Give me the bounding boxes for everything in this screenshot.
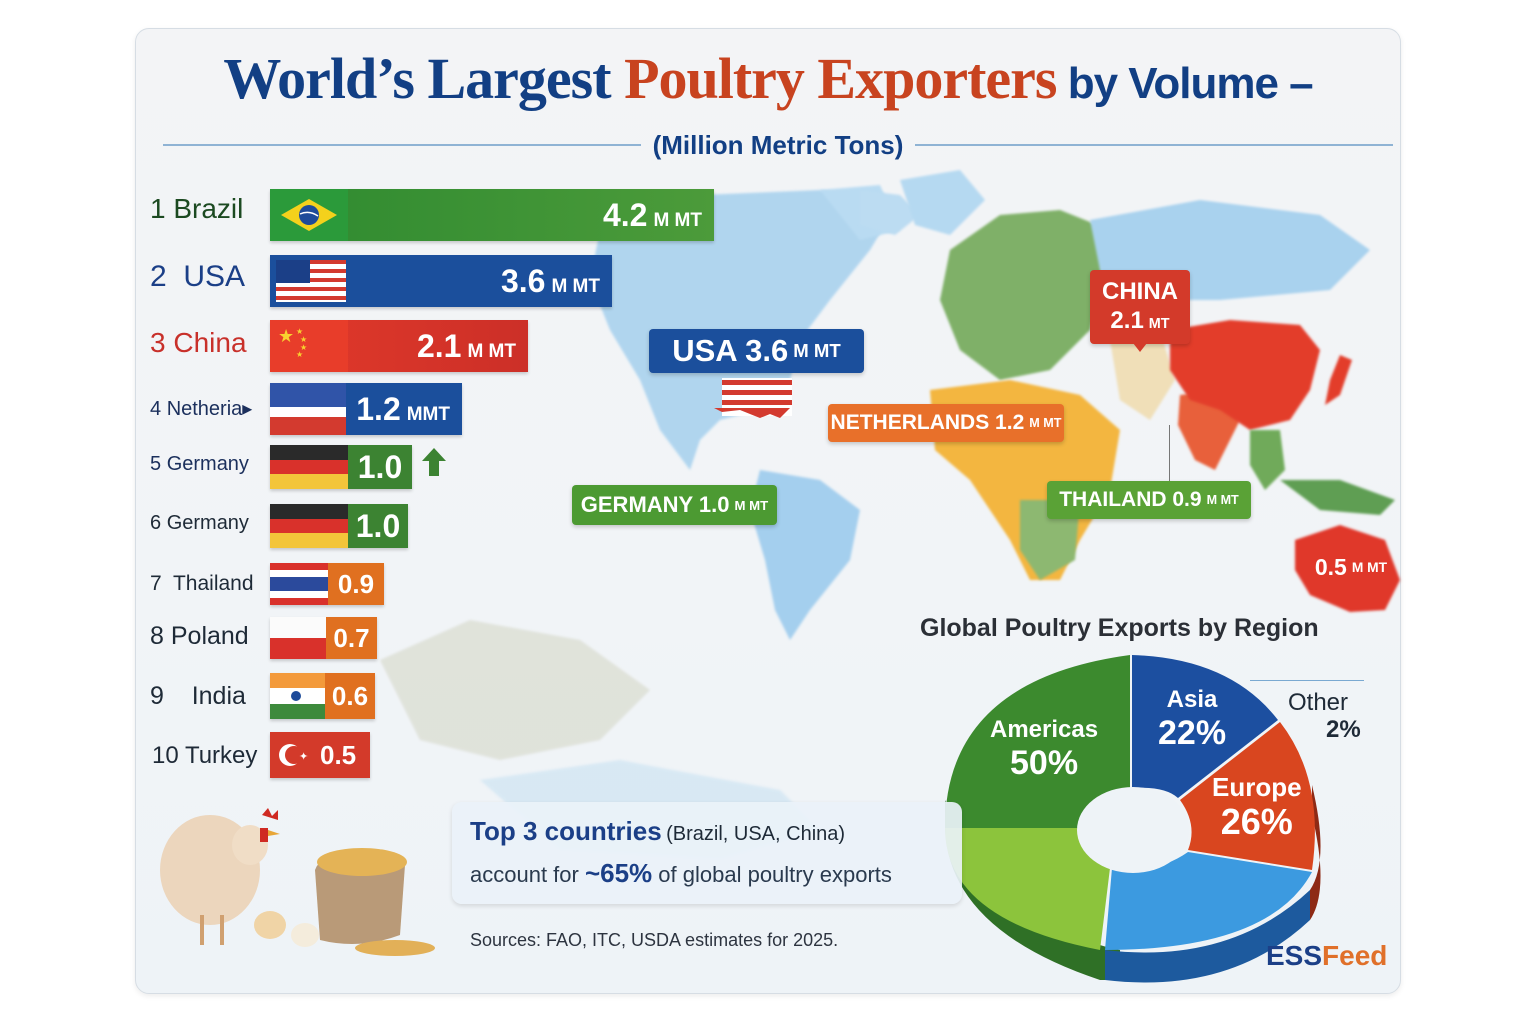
rank-row-germany-6: 6 Germany: [150, 512, 270, 535]
svg-text:★: ★: [296, 350, 303, 359]
pie-label-europe: Europe 26%: [1212, 772, 1302, 843]
arrow-up-icon: [422, 448, 446, 476]
rank-label: 5 Germany: [150, 453, 249, 475]
callout-usa: USA 3.6 M MT: [649, 329, 864, 373]
china-flag-icon: ★ ★ ★ ★ ★: [270, 320, 348, 372]
callout-pointer: [1133, 343, 1147, 352]
subtitle-row: (Million Metric Tons): [163, 128, 1393, 162]
bar-value: 1.0: [355, 507, 401, 544]
bar-value: 0.7: [333, 622, 370, 653]
rank-row-poland: 8 Poland: [150, 622, 270, 651]
bar-germany-6: 1.0: [270, 504, 408, 548]
rank-row-germany-5: 5 Germany: [150, 453, 270, 476]
rank-label: 3 China: [150, 327, 247, 358]
rank-row-turkey: 10 Turkey: [152, 742, 272, 770]
bar-usa: 3.6 M MT: [270, 255, 612, 307]
bar-value: 3.6 M MT: [500, 262, 600, 299]
rank-label: 10 Turkey: [152, 742, 258, 769]
rank-row-brazil: 1 Brazil: [150, 193, 270, 225]
other-leader-line: [1250, 680, 1364, 681]
bar-value: 0.6: [331, 680, 369, 711]
netherlands-flag-icon: [270, 383, 347, 435]
rank-row-india: 9 India: [150, 682, 270, 711]
summary-line-1: Top 3 countries (Brazil, USA, China): [470, 816, 846, 846]
rank-row-thailand: 7 Thailand: [150, 572, 270, 596]
bar-brazil: 4.2 M MT: [270, 189, 714, 241]
essfeed-logo: ESSFeed: [1266, 940, 1388, 971]
callout-australia: 0.5 M MT: [1314, 553, 1388, 580]
turkey-flag-icon: ✦: [270, 732, 314, 778]
svg-text:★: ★: [278, 326, 294, 346]
region-donut-chart: [945, 655, 1321, 983]
germany-flag-icon: [270, 445, 348, 489]
svg-text:★: ★: [296, 327, 303, 336]
pie-label-americas: Americas 50%: [990, 716, 1099, 782]
bar-turkey: ✦ 0.5: [270, 732, 370, 778]
bar-value: 2.1 M MT: [416, 327, 516, 364]
pie-chart-title: Global Poultry Exports by Region: [920, 614, 1319, 642]
hen-and-feed-illustration: [160, 808, 435, 956]
bar-netherlands: 1.2 MMT: [270, 383, 462, 435]
rank-label: 8 Poland: [150, 622, 249, 650]
thailand-flag-icon: [270, 563, 328, 605]
bar-china: ★ ★ ★ ★ ★ 2.1 M MT: [270, 320, 528, 372]
bar-value: 1.2 MMT: [356, 390, 450, 427]
rank-label: 1 Brazil: [150, 193, 244, 224]
bar-value: 4.2 M MT: [602, 196, 702, 233]
rank-label: 4 Netheria▸: [150, 398, 253, 420]
summary-line-2: account for ~65% of global poultry expor…: [470, 858, 892, 888]
bar-value: 0.9: [337, 568, 375, 599]
divider-right: [915, 144, 1393, 146]
sources-note: Sources: FAO, ITC, USDA estimates for 20…: [470, 930, 839, 950]
callout-thailand: THAILAND 0.9 M MT: [1047, 481, 1251, 519]
svg-text:★: ★: [300, 335, 307, 344]
germany-flag-icon: [270, 504, 348, 548]
rank-label: 2 USA: [150, 260, 246, 293]
pie-label-asia: Asia 22%: [1158, 686, 1227, 752]
rank-row-china: 3 China: [150, 327, 270, 359]
rank-label: 9 India: [150, 682, 246, 710]
callout-germany: GERMANY 1.0 M MT: [572, 485, 777, 525]
bar-india: 0.6: [270, 673, 375, 719]
divider-left: [163, 144, 641, 146]
thailand-leader-line: [1169, 425, 1170, 481]
bar-germany-5: 1.0: [270, 445, 412, 489]
bar-value: 0.5: [320, 739, 357, 770]
rank-label: 6 Germany: [150, 512, 249, 534]
rank-label: 7 Thailand: [150, 572, 254, 595]
callout-china: CHINA 2.1 MT: [1090, 270, 1190, 344]
summary-callout: Top 3 countries (Brazil, USA, China) acc…: [452, 802, 962, 904]
callout-netherlands: NETHERLANDS 1.2 M MT: [828, 404, 1064, 442]
bar-value: 1.0: [357, 448, 403, 485]
pie-label-other: Other 2%: [1288, 689, 1361, 743]
poland-flag-icon: [270, 617, 326, 659]
svg-text:✦: ✦: [299, 751, 308, 763]
usa-flag-icon: [270, 255, 348, 307]
rank-row-usa: 2 USA: [150, 260, 270, 294]
svg-text:★: ★: [300, 343, 307, 352]
bar-thailand: 0.9: [270, 563, 384, 605]
bar-poland: 0.7: [270, 617, 377, 659]
brazil-flag-icon: [270, 189, 348, 241]
subtitle: (Million Metric Tons): [652, 129, 904, 160]
india-flag-icon: [270, 673, 325, 719]
page-title: World’s Largest Poultry Exporters by Vol…: [223, 46, 1313, 111]
rank-row-netherlands: 4 Netheria▸: [150, 396, 270, 421]
